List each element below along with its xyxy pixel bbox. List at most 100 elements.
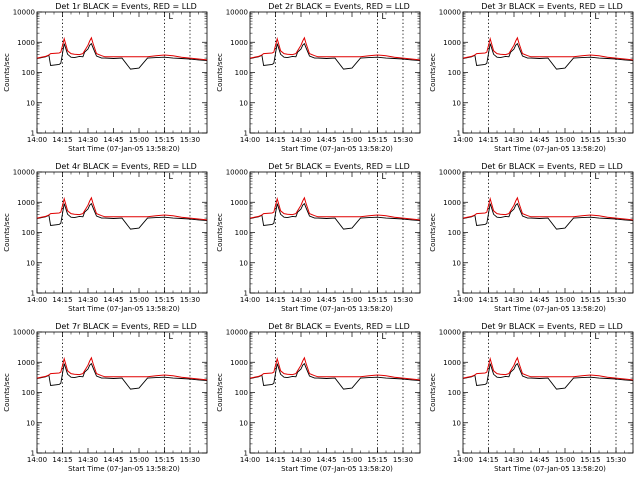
x-axis-label: Start Time (07-Jan-05 13:58:20) [494,465,606,473]
x-tick-label: 15:00 [555,136,575,144]
y-tick-label: 1000 [17,359,35,367]
x-tick-label: 14:45 [103,296,123,304]
x-tick-label: 14:00 [27,456,47,464]
annotation-label: L [169,332,174,341]
y-tick-label: 100 [22,229,35,237]
x-axis-label: Start Time (07-Jan-05 13:58:20) [68,145,180,153]
x-axis-label: Start Time (07-Jan-05 13:58:20) [68,465,180,473]
series-line-events [249,362,421,390]
x-tick-label: 15:00 [342,456,362,464]
chart-panel: Det 3r BLACK = Events, RED = LLD 1 10 100 10… [426,0,639,160]
x-tick-label: 14:15 [52,456,72,464]
y-tick-label: 1000 [230,39,248,47]
y-tick-label: 10000 [13,169,35,177]
x-tick-label: 14:15 [478,456,498,464]
y-tick-label: 1000 [443,359,461,367]
chart-title: Det 9r BLACK = Events, RED = LLD [481,322,623,331]
series-line-lld [462,196,634,221]
annotation-label: L [382,332,387,341]
series-line-lld [36,196,208,221]
chart-panel: Det 6r BLACK = Events, RED = LLD 1 10 100 10… [426,160,639,320]
x-tick-label: 15:15 [367,456,387,464]
series-line-events [462,202,634,230]
series-line-lld [36,36,208,61]
y-axis-label: Counts/sec [216,213,224,252]
series-line-lld [462,36,634,61]
x-tick-label: 15:15 [580,136,600,144]
y-tick-label: 10 [452,99,461,107]
chart-svg: Det 8r BLACK = Events, RED = LLD 1 10 100 10… [216,322,421,473]
x-tick-label: 15:00 [129,296,149,304]
chart-svg: Det 3r BLACK = Events, RED = LLD 1 10 100 10… [429,2,634,153]
x-tick-label: 14:15 [265,296,285,304]
x-tick-label: 15:15 [367,136,387,144]
chart-title: Det 8r BLACK = Events, RED = LLD [268,322,410,331]
y-tick-label: 10 [239,419,248,427]
chart-title: Det 7r BLACK = Events, RED = LLD [55,322,197,331]
series-line-events [36,362,208,390]
annotation-label: L [169,12,174,21]
x-axis-label: Start Time (07-Jan-05 13:58:20) [68,305,180,313]
y-tick-label: 100 [22,69,35,77]
x-tick-label: 15:30 [180,296,200,304]
y-tick-label: 10000 [439,329,461,337]
series-line-events [36,42,208,70]
x-tick-label: 15:00 [555,456,575,464]
x-tick-label: 15:15 [580,456,600,464]
chart-title: Det 4r BLACK = Events, RED = LLD [55,162,197,171]
y-axis-label: Counts/sec [3,373,11,412]
y-tick-label: 1000 [443,199,461,207]
series-line-events [462,42,634,70]
annotation-label: L [595,172,600,181]
x-tick-label: 15:30 [180,136,200,144]
chart-svg: Det 9r BLACK = Events, RED = LLD 1 10 100 10… [429,322,634,473]
x-axis-label: Start Time (07-Jan-05 13:58:20) [494,305,606,313]
series-line-lld [249,356,421,381]
x-tick-label: 14:45 [316,456,336,464]
x-tick-label: 14:15 [52,296,72,304]
y-axis-label: Counts/sec [429,53,437,92]
y-tick-label: 10 [452,419,461,427]
y-tick-label: 1 [31,450,35,458]
y-tick-label: 1000 [230,359,248,367]
x-tick-label: 15:00 [342,296,362,304]
y-tick-label: 1 [457,130,461,138]
y-tick-label: 1 [31,130,35,138]
x-tick-label: 14:30 [504,296,524,304]
x-tick-label: 14:15 [265,136,285,144]
chart-panel: Det 9r BLACK = Events, RED = LLD 1 10 100 10… [426,320,639,480]
x-tick-label: 14:45 [529,296,549,304]
x-tick-label: 14:00 [453,136,473,144]
chart-svg: Det 7r BLACK = Events, RED = LLD 1 10 100 10… [3,322,208,473]
y-axis-label: Counts/sec [3,213,11,252]
x-tick-label: 15:30 [606,456,626,464]
chart-title: Det 1r BLACK = Events, RED = LLD [55,2,197,11]
x-tick-label: 14:30 [291,296,311,304]
y-tick-label: 1000 [443,39,461,47]
chart-svg: Det 5r BLACK = Events, RED = LLD 1 10 100 10… [216,162,421,313]
x-tick-label: 15:30 [180,456,200,464]
x-tick-label: 15:15 [154,136,174,144]
y-tick-label: 1 [457,450,461,458]
series-line-lld [249,36,421,61]
x-tick-label: 14:45 [103,136,123,144]
y-tick-label: 100 [448,229,461,237]
y-tick-label: 10 [239,99,248,107]
y-tick-label: 10 [239,259,248,267]
y-tick-label: 1 [457,290,461,298]
chart-title: Det 5r BLACK = Events, RED = LLD [268,162,410,171]
x-tick-label: 15:15 [367,296,387,304]
y-tick-label: 100 [448,69,461,77]
x-tick-label: 15:15 [580,296,600,304]
x-tick-label: 15:30 [393,456,413,464]
x-tick-label: 15:30 [606,296,626,304]
x-tick-label: 14:45 [316,296,336,304]
annotation-label: L [382,12,387,21]
y-tick-label: 100 [235,389,248,397]
y-tick-label: 10000 [439,9,461,17]
x-tick-label: 14:00 [453,456,473,464]
y-tick-label: 100 [448,389,461,397]
y-tick-label: 10000 [226,9,248,17]
y-tick-label: 10 [26,419,35,427]
